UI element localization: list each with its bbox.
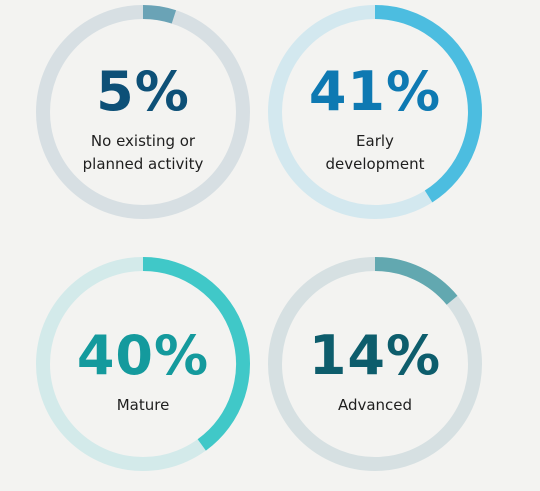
category-label-line: Advanced (337, 396, 413, 414)
donut-arc-5-percent (142, 5, 177, 24)
donut-arc-41-percent (374, 5, 482, 203)
donut-arc-40-percent (142, 257, 250, 451)
donut-ring (36, 257, 250, 471)
category-label-line: No existing or (90, 132, 196, 150)
category-label-line: development (325, 155, 425, 173)
donut-chart-early-development: 41% Early development (265, 2, 485, 222)
percentage-value: 5% (96, 60, 190, 123)
donut-arc-14-percent (374, 257, 458, 305)
donut-ring (268, 257, 482, 471)
donut-chart-mature: 40% Mature (33, 254, 253, 474)
category-label: Early development (265, 130, 485, 176)
donut-chart-advanced: 14% Advanced (265, 254, 485, 474)
percentage-value: 14% (308, 324, 442, 387)
percentage-value: 40% (76, 324, 210, 387)
category-label-line: Early (356, 132, 394, 150)
category-label: Advanced (265, 394, 485, 417)
category-label-line: Mature (116, 396, 170, 414)
category-label: Mature (33, 394, 253, 417)
donut-chart-no-activity: 5% No existing or planned activity (33, 2, 253, 222)
donut-ring (268, 5, 482, 219)
category-label: No existing or planned activity (33, 130, 253, 176)
donut-ring (36, 5, 250, 219)
percentage-value: 41% (308, 60, 442, 123)
category-label-line: planned activity (82, 155, 204, 173)
